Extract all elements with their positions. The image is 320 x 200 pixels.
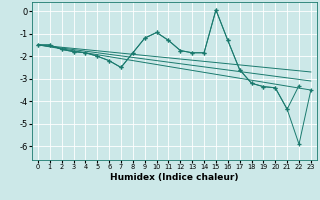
X-axis label: Humidex (Indice chaleur): Humidex (Indice chaleur) xyxy=(110,173,239,182)
